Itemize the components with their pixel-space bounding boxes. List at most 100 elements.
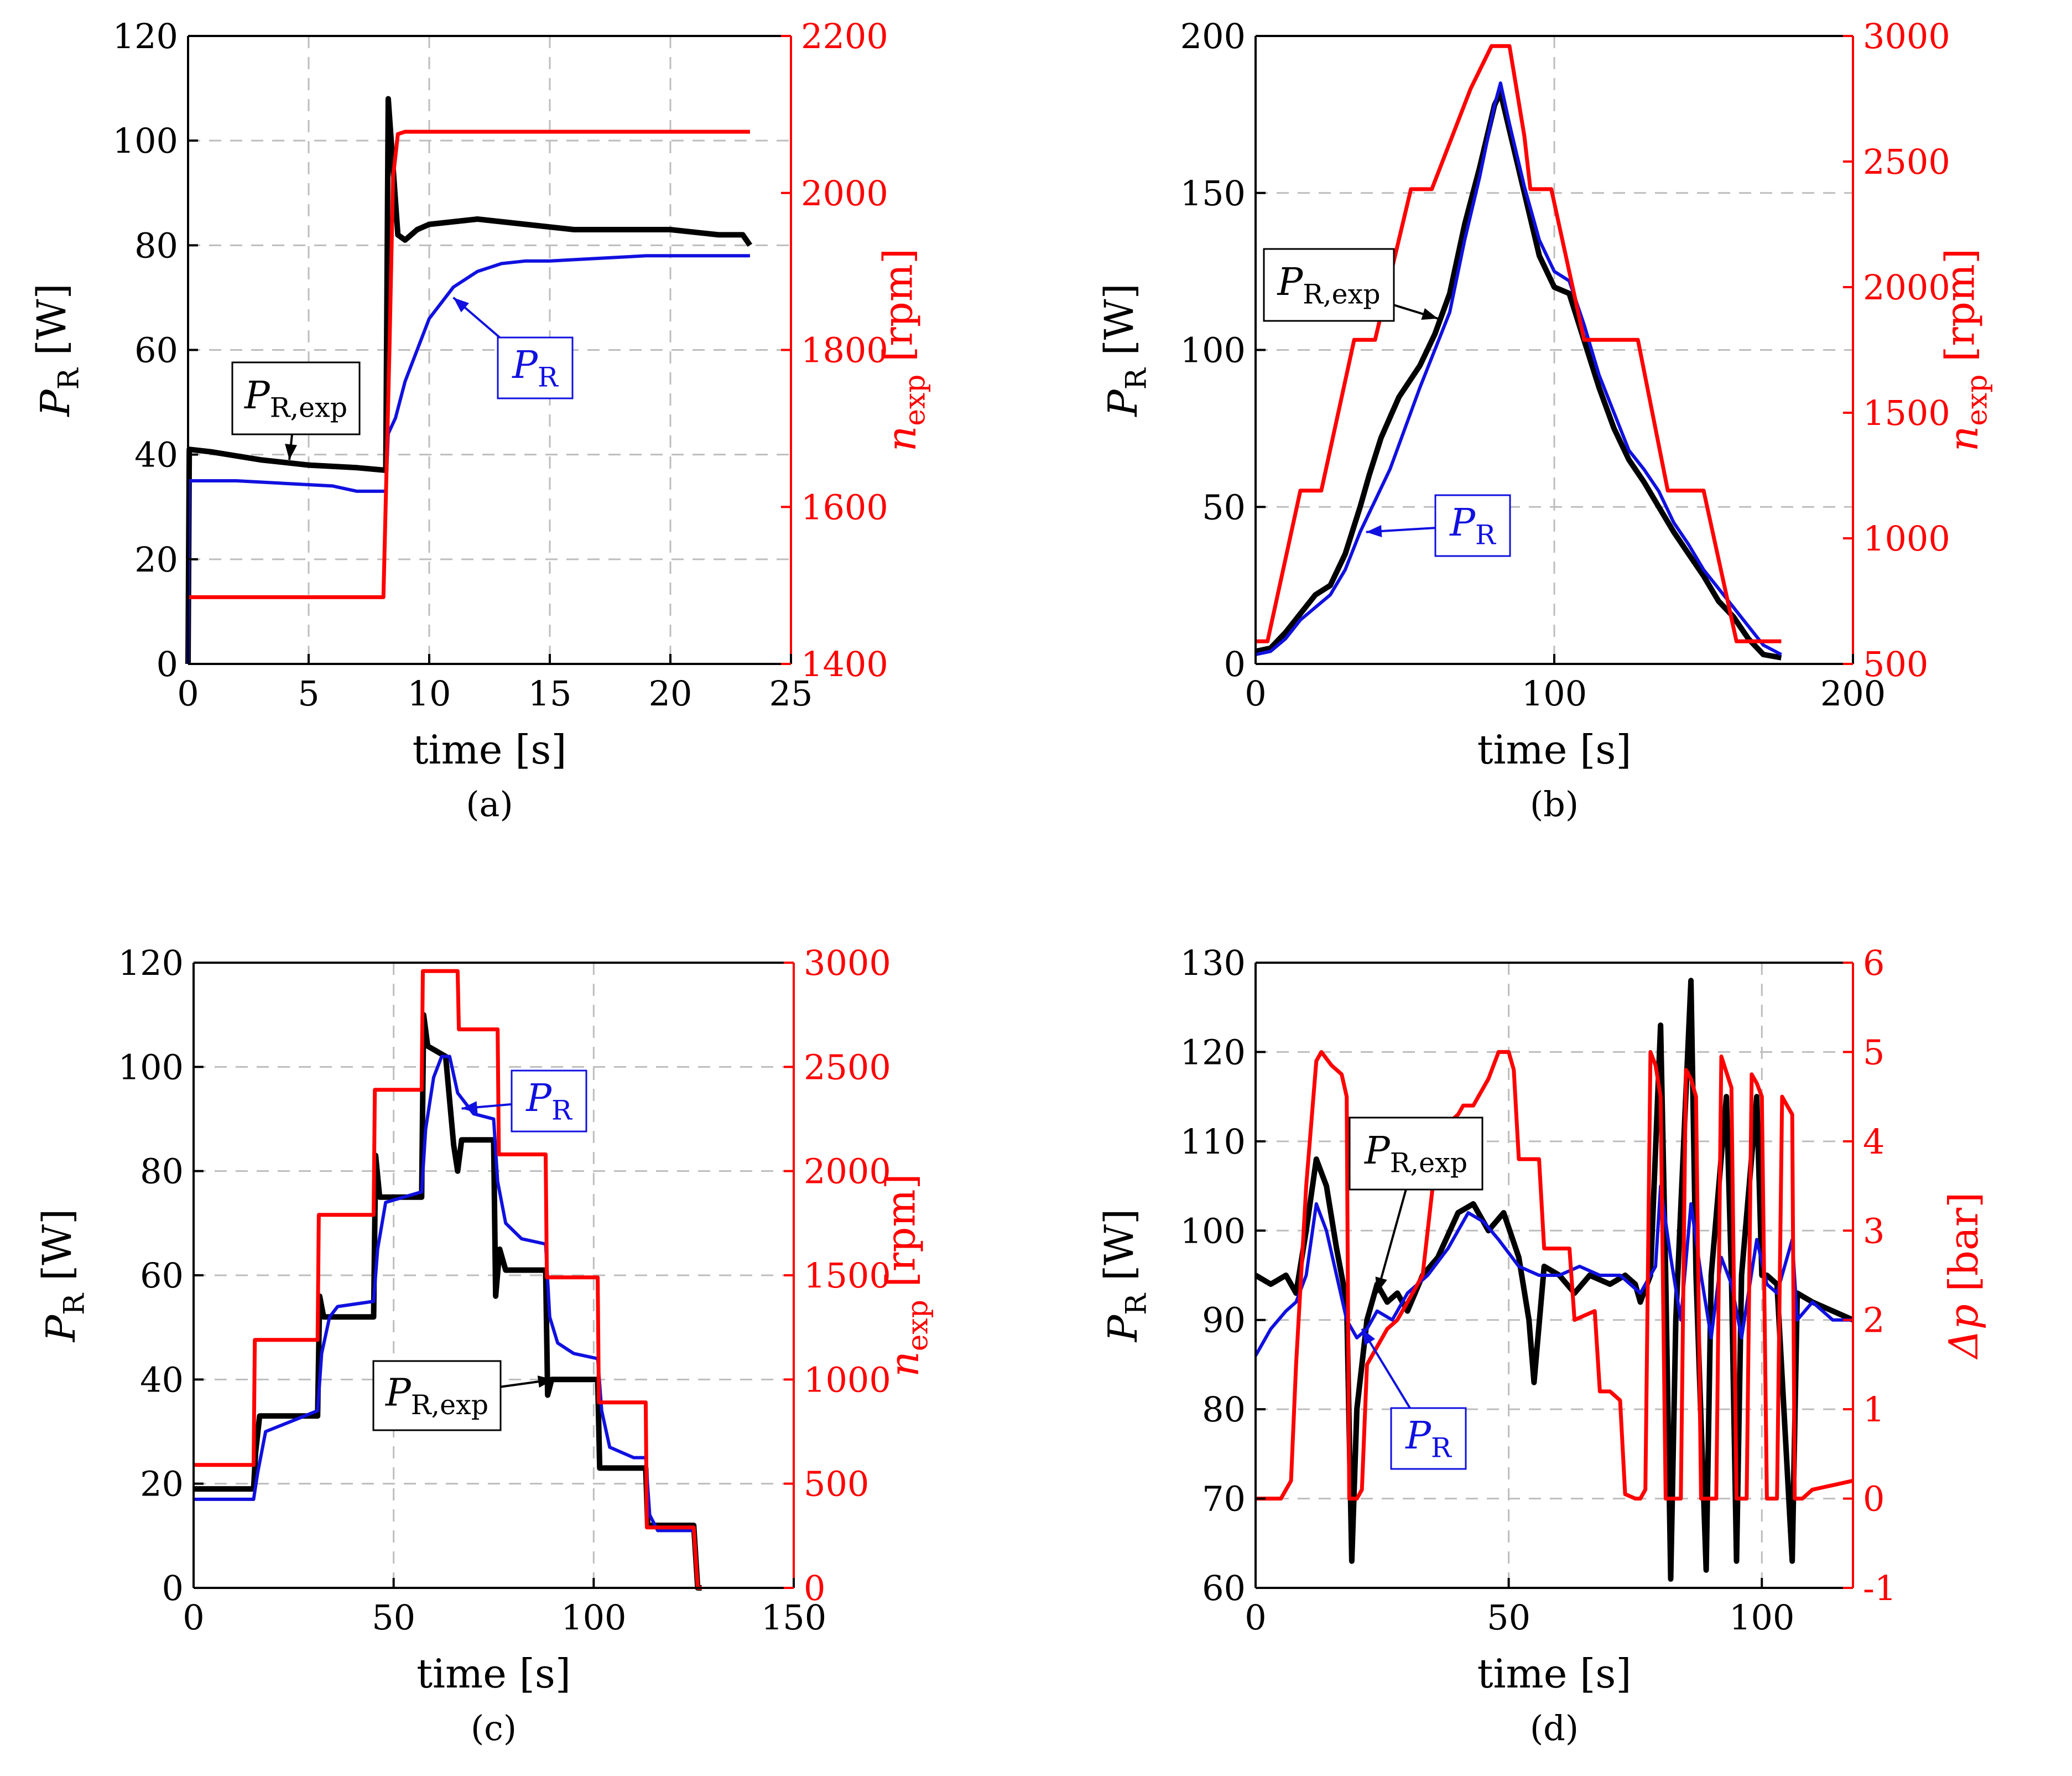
annotation-label: PR (525, 1077, 573, 1126)
y-tick-label: 20 (134, 539, 178, 580)
y-right-tick-label: 2500 (804, 1047, 891, 1087)
x-tick-label: 10 (408, 673, 451, 714)
annotation-arrowhead (453, 297, 470, 313)
x-tick-label: 0 (177, 673, 199, 714)
y-right-tick-label: 1000 (804, 1359, 891, 1400)
y-right-tick-label: 1600 (801, 487, 888, 527)
y-tick-label: 130 (1180, 943, 1246, 983)
y-right-tick-label: 3000 (804, 943, 891, 983)
y-tick-label: 0 (157, 644, 178, 684)
y-tick-label: 50 (1202, 487, 1246, 527)
y-right-tick-label: 1500 (1863, 393, 1950, 433)
x-tick-label: 0 (1245, 673, 1266, 714)
x-tick-label: 25 (769, 673, 813, 714)
series-line-p (1256, 1050, 1854, 1501)
x-axis-label: time [s] (413, 726, 567, 773)
y-tick-label: 150 (1180, 173, 1246, 214)
y-right-tick-label: 500 (1863, 644, 1928, 684)
x-axis-label: time [s] (1477, 1650, 1632, 1697)
y-right-tick-label: 2000 (801, 173, 888, 214)
annotation-arrowhead (1362, 1328, 1376, 1346)
y-tick-label: 90 (1202, 1300, 1246, 1341)
subplot-caption: (a) (466, 784, 513, 824)
chart-c: 0 50 100 1500204060801001200500100015002000… (34, 943, 935, 1748)
annotation-box (1390, 1407, 1467, 1470)
y-right-axis-label: nexp [rpm] (1937, 248, 1994, 451)
annotation-box (231, 361, 361, 435)
y-tick-label: 0 (162, 1568, 184, 1608)
y-right-tick-label: 6 (1863, 943, 1884, 983)
annotation-label: PR,exp (243, 374, 347, 424)
y-tick-label: 20 (140, 1464, 184, 1504)
y-tick-label: 40 (134, 435, 178, 475)
annotation-box (1263, 248, 1395, 322)
annotation-label: PR (511, 344, 559, 393)
y-tick-label: 110 (1180, 1121, 1246, 1162)
annotation-arrowhead (537, 1375, 554, 1388)
y-right-tick-label: 1000 (1863, 518, 1950, 559)
y-right-tick-label: 5 (1863, 1032, 1884, 1072)
annotation-label: PR,exp (1276, 261, 1380, 310)
x-tick-label: 50 (372, 1597, 415, 1638)
y-right-tick-label: 2000 (1863, 267, 1950, 308)
chart-b: 0 100 200050100150200500100015002000250030… (1096, 16, 1994, 824)
x-tick-label: 100 (1729, 1597, 1794, 1638)
y-right-tick-label: 1400 (801, 644, 888, 684)
y-right-tick-label: 2000 (804, 1151, 891, 1192)
y-tick-label: 100 (1180, 1211, 1246, 1251)
y-tick-label: 40 (140, 1359, 184, 1400)
y-tick-label: 80 (1202, 1389, 1246, 1430)
series-line-nexp (194, 969, 702, 1590)
series-line-prexp (185, 96, 753, 664)
y-right-tick-label: 1800 (801, 330, 888, 371)
y-tick-label: 80 (140, 1151, 184, 1192)
y-tick-label: 100 (1180, 330, 1246, 371)
x-tick-label: 150 (761, 1597, 826, 1638)
series-line-prexp (194, 1012, 702, 1591)
y-tick-label: 100 (118, 1047, 184, 1087)
x-tick-label: 15 (528, 673, 572, 714)
annotation-box (511, 1069, 587, 1133)
y-axis-label: PR [W] (1096, 1209, 1153, 1343)
annotation-label: PR,exp (1363, 1129, 1467, 1179)
y-axis-label: PR [W] (34, 1209, 91, 1343)
x-axis-label: time [s] (1477, 726, 1632, 773)
y-axis-label: PR [W] (1096, 283, 1153, 418)
subplot-caption: (d) (1530, 1708, 1579, 1748)
y-tick-label: 120 (1180, 1032, 1246, 1072)
annotation-arrowhead (461, 1101, 478, 1114)
y-right-tick-label: 500 (804, 1464, 869, 1504)
series-line-pr (194, 1055, 702, 1590)
y-axis-label: PR [W] (29, 283, 86, 418)
y-right-tick-label: 4 (1863, 1121, 1884, 1162)
y-right-axis-label: nexp [rpm] (875, 248, 932, 451)
annotation-label: PR (1404, 1414, 1453, 1464)
subplot-caption: (c) (471, 1708, 517, 1748)
annotation-arrow (1376, 1189, 1407, 1294)
y-right-tick-label: 3000 (1863, 16, 1950, 56)
subplot-caption: (b) (1530, 784, 1579, 824)
annotation-label: PR,exp (384, 1372, 488, 1421)
y-tick-label: 80 (134, 225, 178, 266)
annotation-label: PR (1449, 501, 1497, 551)
x-tick-label: 0 (183, 1597, 204, 1638)
annotation-box (1434, 494, 1511, 557)
y-tick-label: 60 (1202, 1568, 1246, 1608)
y-tick-label: 0 (1224, 644, 1246, 684)
y-right-tick-label: 0 (1863, 1479, 1884, 1519)
x-tick-label: 100 (1522, 673, 1587, 714)
y-right-tick-label: 1 (1863, 1389, 1884, 1430)
series-line-prexp (1254, 90, 1782, 661)
y-right-axis-label: nexp [rpm] (878, 1173, 935, 1377)
chart-d: 0 50 100 60 70 80 90 100 110 120 130 -1 0 1 2 3 4 5 6 time … (1096, 943, 1987, 1748)
x-tick-label: 100 (561, 1597, 626, 1638)
annotation-box (372, 1360, 502, 1431)
y-right-tick-label: 3 (1863, 1211, 1884, 1251)
x-axis-label: time [s] (417, 1650, 571, 1697)
series-line-nexp (188, 129, 750, 599)
y-tick-label: 120 (118, 943, 184, 983)
x-tick-label: 5 (298, 673, 319, 714)
annotation-arrowhead (1375, 1276, 1387, 1294)
series-line-pr (1255, 81, 1782, 656)
